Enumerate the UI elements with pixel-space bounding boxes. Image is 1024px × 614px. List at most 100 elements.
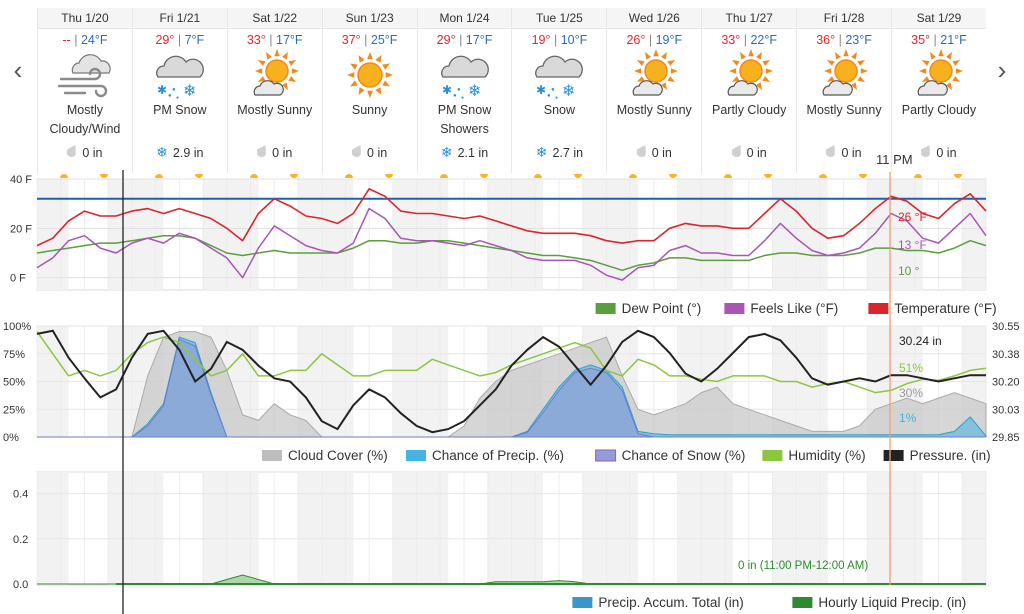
precip-amount: 2.9 in — [172, 146, 204, 160]
low-temp: 17°F — [276, 33, 303, 47]
night-band — [891, 326, 923, 437]
day-date: Sat 1/22 — [227, 8, 322, 29]
night-band — [772, 472, 797, 585]
high-temp: 33° — [721, 33, 741, 47]
high-temp: 33° — [246, 33, 266, 47]
day-precip: 0 in — [38, 144, 132, 160]
day-condition: Mostly Sunny — [806, 103, 882, 117]
day-column[interactable]: Thu 1/27 33° | 22°F Partly Cloudy 0 in — [701, 8, 797, 178]
night-band — [962, 326, 986, 437]
night-band — [487, 472, 512, 585]
prev-days-arrow[interactable]: ‹ — [13, 54, 23, 85]
night-band — [511, 472, 544, 585]
night-band — [962, 179, 986, 290]
day-column[interactable]: Fri 1/21 29° | 7°F ✱ ❄ ● ● ● PM Snow ❄ 2.9 in — [131, 8, 227, 178]
night-band — [511, 179, 544, 290]
y2-tick-label: 30.55 — [992, 321, 1020, 333]
precip-amount: 0 in — [746, 146, 767, 160]
precip-amount: 0 in — [651, 146, 672, 160]
sun-markers — [38, 167, 132, 178]
legend-label: Cloud Cover (%) — [288, 448, 388, 463]
day-column[interactable]: Mon 1/24 29° | 17°F ✱ ❄ ● ● ● PM Snow Shower… — [416, 8, 512, 178]
night-band — [582, 179, 607, 290]
svg-text:❄: ❄ — [468, 83, 481, 100]
y2-tick-label: 30.20 — [992, 377, 1020, 389]
day-column[interactable]: Wed 1/26 26° | 19°F Mostly Sunny 0 in — [606, 8, 702, 178]
low-temp: 17°F — [465, 33, 493, 47]
svg-text:●: ● — [547, 93, 551, 99]
sun-markers — [892, 167, 986, 178]
snow-cloud-icon: ✱ ❄ ● ● ● — [418, 49, 512, 101]
y2-tick-label: 30.03 — [992, 404, 1020, 416]
night-band — [321, 472, 354, 585]
day-precip: 0 in — [323, 144, 417, 160]
snow-cloud-icon: ✱ ❄ ● ● ● — [512, 49, 606, 101]
svg-text:●: ● — [168, 93, 172, 99]
low-temp: 24°F — [80, 33, 108, 47]
day-condition: PM Snow Showers — [437, 103, 492, 136]
day-column[interactable]: Sat 1/22 33° | 17°F Mostly Sunny 0 in — [226, 8, 322, 178]
day-precip: 0 in — [228, 144, 322, 160]
next-days-arrow[interactable]: › — [997, 54, 1007, 85]
day-temps: 26° | 19°F — [626, 33, 683, 47]
day-column[interactable]: Sat 1/29 35° | 21°F Partly Cloudy 0 in — [891, 8, 986, 178]
mostly-sunny-icon — [228, 49, 322, 101]
low-temp: 23°F — [845, 33, 872, 47]
sun-markers — [133, 167, 227, 178]
y-tick-label: 50% — [3, 377, 25, 389]
high-temp: 35° — [911, 33, 931, 47]
night-band — [226, 179, 259, 290]
day-column[interactable]: Tue 1/25 19° | 10°F ✱ ❄ ● ● ● Snow ❄ 2.7 in — [511, 8, 607, 178]
night-band — [582, 472, 607, 585]
precip-amount: 0 in — [936, 146, 957, 160]
day-column[interactable]: Fri 1/28 36° | 23°F Mostly Sunny 0 in — [796, 8, 892, 178]
pressure-end-label: 30.24 in — [899, 334, 942, 348]
day-column[interactable]: Thu 1/20 -- | 24°F Mostly Cloudy/Wind 0 … — [37, 8, 132, 178]
mostly-sunny-icon — [607, 49, 701, 101]
precip-amount: 0 in — [367, 146, 388, 160]
day-condition: PM Snow — [153, 103, 207, 117]
y2-tick-label: 30.38 — [992, 349, 1020, 361]
night-band — [487, 179, 512, 290]
legend-swatch — [595, 449, 617, 462]
day-temps: 19° | 10°F — [531, 33, 588, 47]
droplet-icon — [66, 144, 77, 160]
night-band — [867, 179, 892, 290]
legend-swatch — [595, 303, 616, 314]
night-band — [796, 472, 828, 585]
y-tick-label: 75% — [3, 349, 25, 361]
svg-text:✱: ✱ — [157, 83, 167, 97]
night-band — [701, 179, 733, 290]
day-temps: 37° | 25°F — [341, 33, 398, 47]
night-band — [392, 326, 417, 437]
night-band — [131, 179, 164, 290]
precip-chance-end-label: 1% — [899, 411, 917, 425]
sun-markers — [323, 167, 417, 178]
high-temp: 19° — [531, 33, 551, 47]
mostly-sunny-icon — [702, 49, 796, 101]
night-band — [131, 326, 164, 437]
legend-label: Pressure. (in) — [910, 448, 991, 463]
sun-icon — [323, 49, 417, 101]
night-band — [962, 472, 986, 585]
sun-markers — [607, 167, 701, 178]
night-band — [37, 326, 69, 437]
day-column[interactable]: Sun 1/23 37° | 25°F Sunny 0 in — [321, 8, 417, 178]
dew-point-line — [36, 234, 987, 272]
low-temp: 7°F — [184, 33, 205, 47]
night-band — [108, 326, 132, 437]
day-temps: 33° | 17°F — [246, 33, 303, 47]
night-band — [203, 472, 227, 585]
droplet-icon — [920, 144, 931, 160]
high-temp: 26° — [626, 33, 646, 47]
day-precip: 0 in — [607, 144, 701, 160]
humidity-end-label: 51% — [899, 361, 923, 375]
legend-swatch — [792, 597, 813, 608]
svg-text:●: ● — [461, 95, 464, 101]
day-condition: Mostly Sunny — [616, 103, 692, 117]
day-condition: Partly Cloudy — [712, 103, 787, 117]
y-tick-label: 40 F — [10, 174, 32, 186]
snowflake-icon: ❄ — [535, 144, 548, 160]
night-band — [867, 326, 892, 437]
precip-amount: 0 in — [82, 146, 103, 160]
